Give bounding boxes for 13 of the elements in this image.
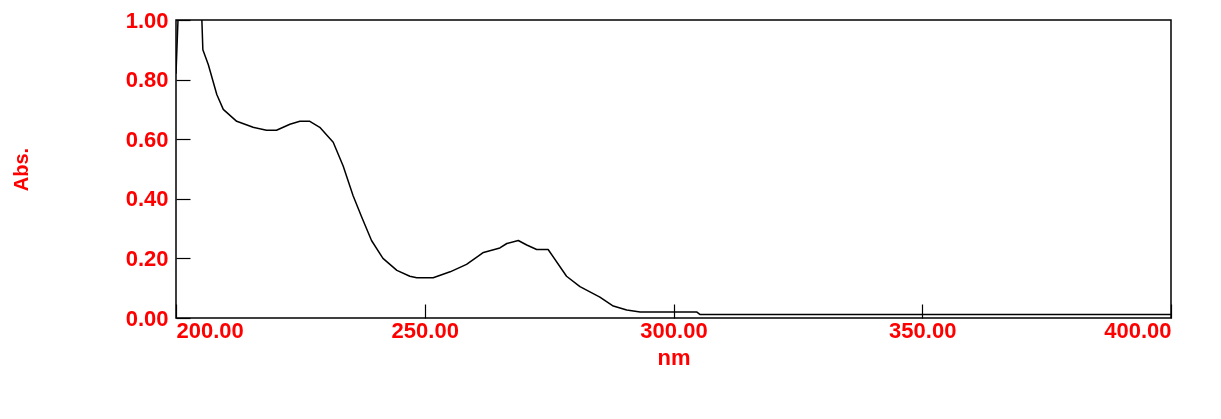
y-tick-label: 0.40: [125, 186, 169, 212]
y-tick-label: 0.80: [125, 67, 169, 93]
x-tick-label: 250.00: [391, 317, 459, 343]
y-tick-label: 0.20: [125, 245, 169, 271]
y-axis-title: Abs.: [9, 147, 32, 192]
x-tick-label: 200.00: [176, 317, 244, 343]
x-tick-label: 300.00: [640, 317, 708, 343]
y-tick-label: 1.00: [125, 7, 169, 33]
y-tick-label: 0.00: [125, 305, 169, 331]
x-tick-label: 350.00: [889, 317, 957, 343]
x-axis-title: nm: [657, 344, 691, 370]
y-tick-label: 0.60: [125, 126, 169, 152]
x-tick-label: 400.00: [1104, 317, 1172, 343]
